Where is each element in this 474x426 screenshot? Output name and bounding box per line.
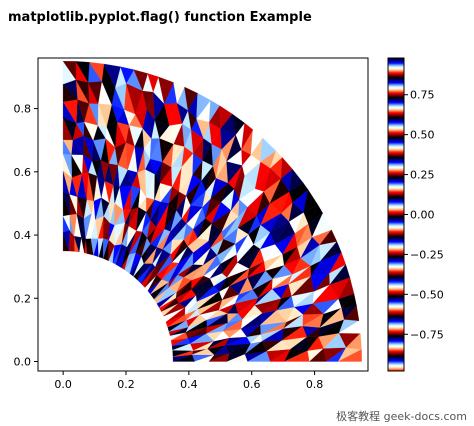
flag-triangle xyxy=(158,76,174,105)
flag-triangle xyxy=(62,61,77,81)
colorbar-tick-label: −0.25 xyxy=(410,248,444,261)
flag-triangle xyxy=(184,86,198,111)
flag-triangle xyxy=(281,156,293,179)
flag-triangle xyxy=(338,320,361,334)
colorbar-tick-label: −0.50 xyxy=(410,288,444,301)
flag-triangle xyxy=(147,73,159,93)
plot-area xyxy=(62,60,362,362)
flag-triangle xyxy=(269,150,283,169)
x-tick-label: 0.2 xyxy=(117,378,135,391)
y-tick-label: 0.0 xyxy=(14,356,32,369)
flag-triangle xyxy=(88,62,105,82)
axes-frame xyxy=(37,57,369,372)
flag-triangle xyxy=(319,229,338,246)
flag-triangle xyxy=(231,113,245,135)
y-axis: 0.0 0.2 0.4 0.6 0.8 xyxy=(14,103,38,369)
colorbar-tick-label: 0.00 xyxy=(410,209,435,222)
y-tick-label: 0.8 xyxy=(14,103,32,116)
flag-triangle xyxy=(341,293,357,308)
chart-title: matplotlib.pyplot.flag() function Exampl… xyxy=(8,10,312,25)
flag-triangle xyxy=(345,333,362,350)
flag-triangle xyxy=(133,69,148,92)
colorbar-tick-label: 0.75 xyxy=(410,89,435,102)
y-tick-label: 0.6 xyxy=(14,166,32,179)
x-tick-label: 0.0 xyxy=(54,378,72,391)
colorbar-axis: 0.75 0.50 0.25 0.00 −0.25 −0.50 −0.75 xyxy=(404,89,444,341)
flag-triangle xyxy=(329,264,350,285)
x-tick-label: 0.6 xyxy=(243,378,261,391)
colorbar-tick-label: 0.25 xyxy=(410,169,435,182)
flag-triangle xyxy=(311,212,332,238)
y-tick-label: 0.4 xyxy=(14,229,32,242)
x-tick-label: 0.4 xyxy=(180,378,198,391)
colorbar-tick-label: 0.50 xyxy=(410,129,435,142)
flag-triangle xyxy=(103,63,121,88)
flag-triangle xyxy=(120,66,135,84)
flag-triangle xyxy=(338,349,362,362)
flag-triangle xyxy=(338,276,355,300)
flag-triangle xyxy=(75,61,90,83)
flag-triangle xyxy=(343,305,360,321)
y-tick-label: 0.2 xyxy=(14,292,32,305)
colorbar xyxy=(387,57,405,372)
flag-triangle xyxy=(292,182,309,203)
flag-triangle xyxy=(329,252,346,274)
x-axis: 0.0 0.2 0.4 0.6 0.8 xyxy=(54,371,323,391)
flag-triangle xyxy=(320,241,342,261)
flag-triangle xyxy=(289,168,304,193)
flag-triangle xyxy=(219,105,233,130)
flag-triangle xyxy=(196,93,211,120)
watermark: 极客教程 geek-docs.com xyxy=(333,408,470,424)
colorbar-tick-label: −0.75 xyxy=(410,328,444,341)
flag-triangle xyxy=(173,82,185,104)
flag-triangle xyxy=(260,137,277,163)
flag-triangle xyxy=(241,122,254,150)
flag-triangle xyxy=(250,129,263,156)
flag-triangle xyxy=(209,100,220,123)
flag-triangle xyxy=(308,204,323,224)
x-tick-label: 0.8 xyxy=(306,378,324,391)
flag-triangle xyxy=(303,189,319,213)
